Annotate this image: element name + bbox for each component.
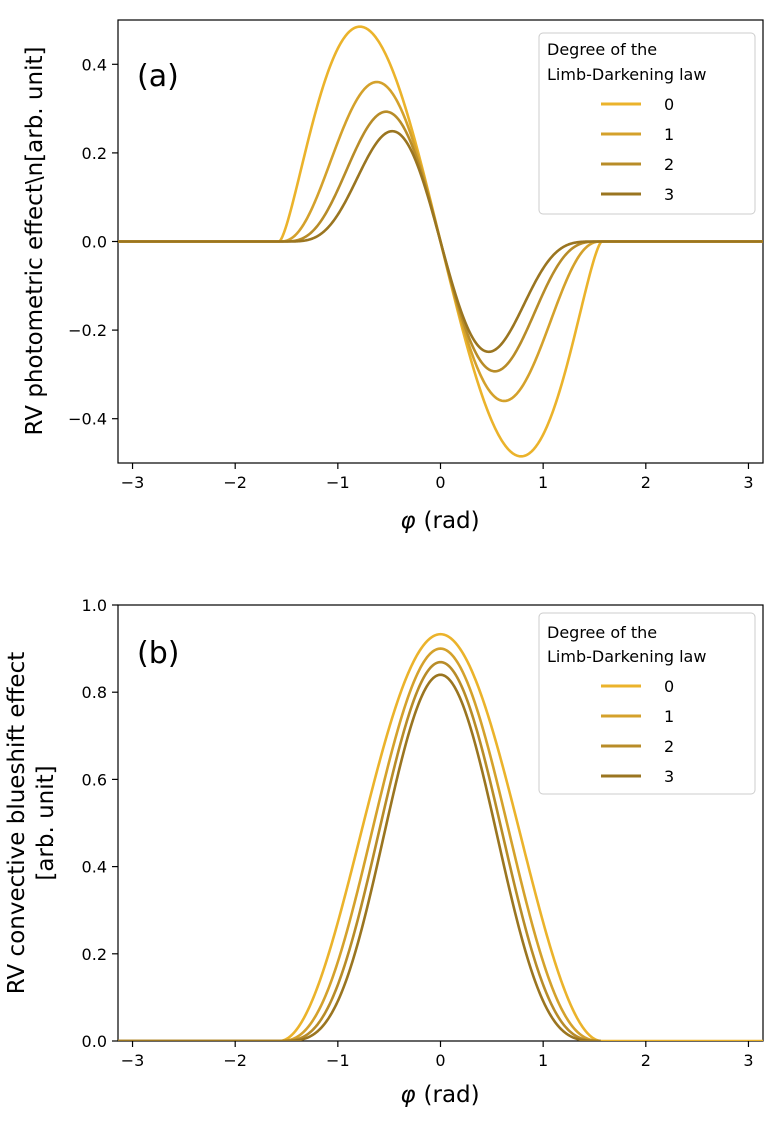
y-tick-label: 0.2: [82, 945, 107, 964]
y-axis-label-b-line2: [arb. unit]: [33, 765, 59, 880]
legend-entry-3: 3: [664, 185, 674, 204]
x-tick-label: −1: [326, 473, 350, 492]
legend-entry-0: 0: [664, 95, 674, 114]
x-tick-label: −2: [223, 1051, 247, 1070]
x-tick-label: 2: [641, 473, 651, 492]
panel-label-a: (a): [137, 59, 179, 94]
legend-entry-3: 3: [664, 767, 674, 786]
y-tick-label: 0.0: [82, 233, 107, 252]
legend-title-line2: Limb-Darkening law: [547, 65, 706, 84]
x-unit-text: (rad): [424, 1082, 480, 1108]
y-tick-label: 0.8: [82, 683, 107, 702]
y-axis-label-b-line1: RV convective blueshift effect: [4, 652, 30, 994]
legend-entry-2: 2: [664, 155, 674, 174]
x-tick-label: −3: [121, 473, 145, 492]
x-tick-label: 1: [538, 1051, 548, 1070]
legend-entry-0: 0: [664, 677, 674, 696]
x-tick-label: −1: [326, 1051, 350, 1070]
y-tick-label: 0.2: [82, 144, 107, 163]
x-tick-label: −2: [223, 473, 247, 492]
panel-label-b: (b): [137, 636, 179, 671]
panel-a-photometric: −3 −2 −1 0 1 2 3 −0.4 −0.2 0.0 0.2 0.4 (a) RV photo…: [22, 19, 764, 534]
x-tick-label: 3: [743, 1051, 753, 1070]
legend-title-line1: Degree of the: [547, 40, 657, 59]
series-line-degree-1: [118, 647, 601, 1041]
x-tick-label: 3: [743, 473, 753, 492]
legend-b: Degree of the Limb-Darkening law 0 1 2 3: [538, 612, 756, 795]
series-line-degree-3: [118, 673, 601, 1041]
y-tick-label: 1.0: [82, 596, 107, 615]
y-tick-label: −0.2: [68, 321, 107, 340]
legend-entry-2: 2: [664, 737, 674, 756]
legend-box: [538, 612, 756, 795]
x-tick-label: 0: [435, 1051, 445, 1070]
x-tick-label: −3: [121, 1051, 145, 1070]
legend-entry-1: 1: [664, 125, 674, 144]
x-variable-symbol: φ: [400, 508, 415, 534]
x-variable-symbol: φ: [400, 1082, 415, 1108]
y-axis-label-a: RV photometric effect\n[arb. unit]: [22, 47, 48, 436]
legend-title-line1: Degree of the: [547, 623, 657, 642]
x-axis-label-a: φ (rad): [400, 508, 479, 534]
x-tick-label: 2: [641, 1051, 651, 1070]
x-tick-label: 0: [435, 473, 445, 492]
legend-box: [538, 32, 756, 215]
series-line-degree-0: [118, 632, 763, 1041]
legend-title-line2: Limb-Darkening law: [547, 647, 706, 666]
series-line-degree-3: [118, 129, 763, 354]
y-tick-label: −0.4: [68, 410, 107, 429]
series-line-degree-2: [118, 660, 601, 1041]
legend-entry-1: 1: [664, 707, 674, 726]
panel-b-convective: −3 −2 −1 0 1 2 3 0.0 0.2 0.4 0.6 0.8 1.0 (b) RV conv…: [4, 596, 764, 1108]
x-tick-label: 1: [538, 473, 548, 492]
x-axis-label-b: φ (rad): [400, 1082, 479, 1108]
y-tick-label: 0.6: [82, 770, 107, 789]
y-tick-label: 0.0: [82, 1032, 107, 1051]
y-tick-label: 0.4: [82, 55, 107, 74]
x-unit-text: (rad): [424, 508, 480, 534]
legend-a: Degree of the Limb-Darkening law 0 1 2 3: [538, 32, 756, 215]
y-tick-label: 0.4: [82, 858, 107, 877]
